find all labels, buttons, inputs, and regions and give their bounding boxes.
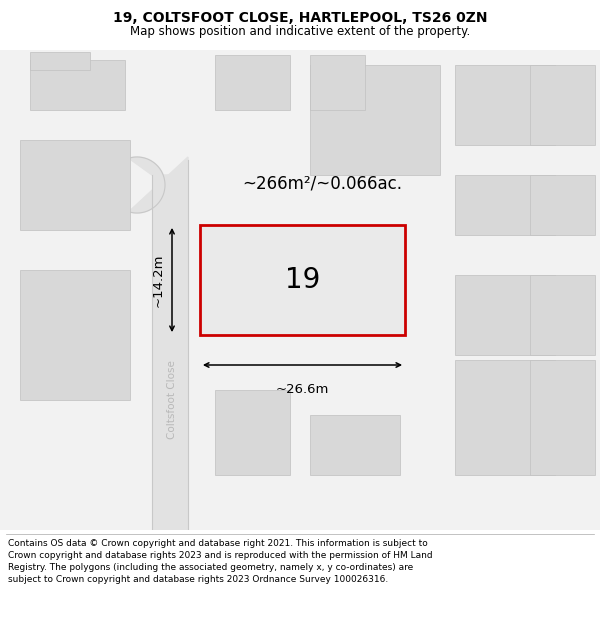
Text: Coltsfoot Close: Coltsfoot Close (167, 361, 177, 439)
Text: ~266m²/~0.066ac.: ~266m²/~0.066ac. (242, 174, 403, 192)
Bar (530, 360, 595, 475)
Bar (215, 55, 290, 110)
Bar (30, 52, 90, 70)
Bar (30, 60, 125, 110)
Text: 19, COLTSFOOT CLOSE, HARTLEPOOL, TS26 0ZN: 19, COLTSFOOT CLOSE, HARTLEPOOL, TS26 0Z… (113, 11, 487, 25)
Bar (310, 55, 365, 110)
Bar (455, 275, 555, 355)
Bar (530, 65, 595, 145)
Polygon shape (129, 157, 188, 213)
Bar (310, 65, 440, 175)
Bar (310, 415, 400, 475)
Text: Contains OS data © Crown copyright and database right 2021. This information is : Contains OS data © Crown copyright and d… (8, 539, 433, 584)
Bar (455, 360, 555, 475)
Bar (20, 140, 130, 230)
Bar (215, 390, 290, 475)
Text: 19: 19 (285, 266, 320, 294)
Bar (152, 175, 188, 530)
Bar (455, 65, 555, 145)
Text: Map shows position and indicative extent of the property.: Map shows position and indicative extent… (130, 24, 470, 38)
Bar (455, 175, 555, 235)
Bar (20, 270, 130, 400)
Text: ~14.2m: ~14.2m (151, 253, 164, 307)
Bar (530, 275, 595, 355)
Text: ~26.6m: ~26.6m (276, 383, 329, 396)
Bar (530, 175, 595, 235)
Bar (200, 225, 405, 335)
